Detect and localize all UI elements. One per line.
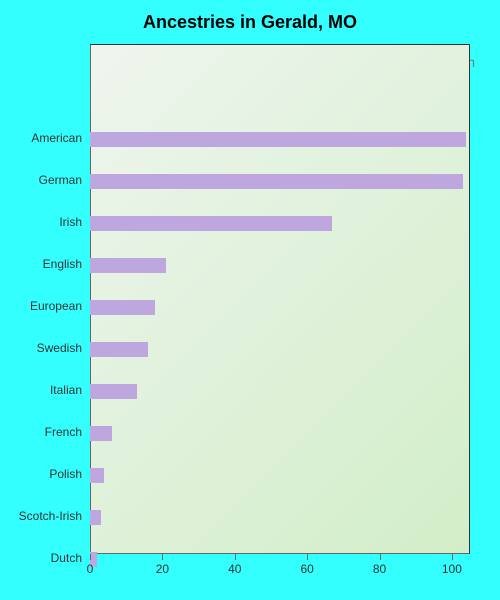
bar bbox=[90, 300, 155, 315]
bar bbox=[90, 426, 112, 441]
x-tick-label: 20 bbox=[156, 562, 169, 576]
y-axis-label: English bbox=[0, 257, 82, 271]
x-tick-label: 60 bbox=[300, 562, 313, 576]
x-tick bbox=[235, 554, 236, 560]
y-axis-label: Swedish bbox=[0, 341, 82, 355]
bar bbox=[90, 174, 463, 189]
bar bbox=[90, 342, 148, 357]
bar bbox=[90, 468, 104, 483]
y-axis-label: German bbox=[0, 173, 82, 187]
x-tick-label: 80 bbox=[373, 562, 386, 576]
y-axis-label: Polish bbox=[0, 467, 82, 481]
bar bbox=[90, 132, 466, 147]
x-tick-label: 40 bbox=[228, 562, 241, 576]
bar bbox=[90, 216, 332, 231]
x-tick bbox=[162, 554, 163, 560]
x-tick bbox=[90, 554, 91, 560]
y-axis-label: Irish bbox=[0, 215, 82, 229]
y-axis-label: American bbox=[0, 131, 82, 145]
x-tick bbox=[307, 554, 308, 560]
x-tick bbox=[380, 554, 381, 560]
y-axis-label: Scotch-Irish bbox=[0, 509, 82, 523]
plot-area bbox=[90, 44, 470, 554]
bar bbox=[90, 510, 101, 525]
x-tick-label: 0 bbox=[87, 562, 94, 576]
y-axis-label: Italian bbox=[0, 383, 82, 397]
y-axis-label: European bbox=[0, 299, 82, 313]
x-axis-line bbox=[90, 553, 469, 554]
y-axis-label: Dutch bbox=[0, 551, 82, 565]
x-tick-label: 100 bbox=[442, 562, 462, 576]
chart-title: Ancestries in Gerald, MO bbox=[0, 12, 500, 33]
bar bbox=[90, 384, 137, 399]
x-tick bbox=[452, 554, 453, 560]
y-axis-label: French bbox=[0, 425, 82, 439]
bar bbox=[90, 258, 166, 273]
